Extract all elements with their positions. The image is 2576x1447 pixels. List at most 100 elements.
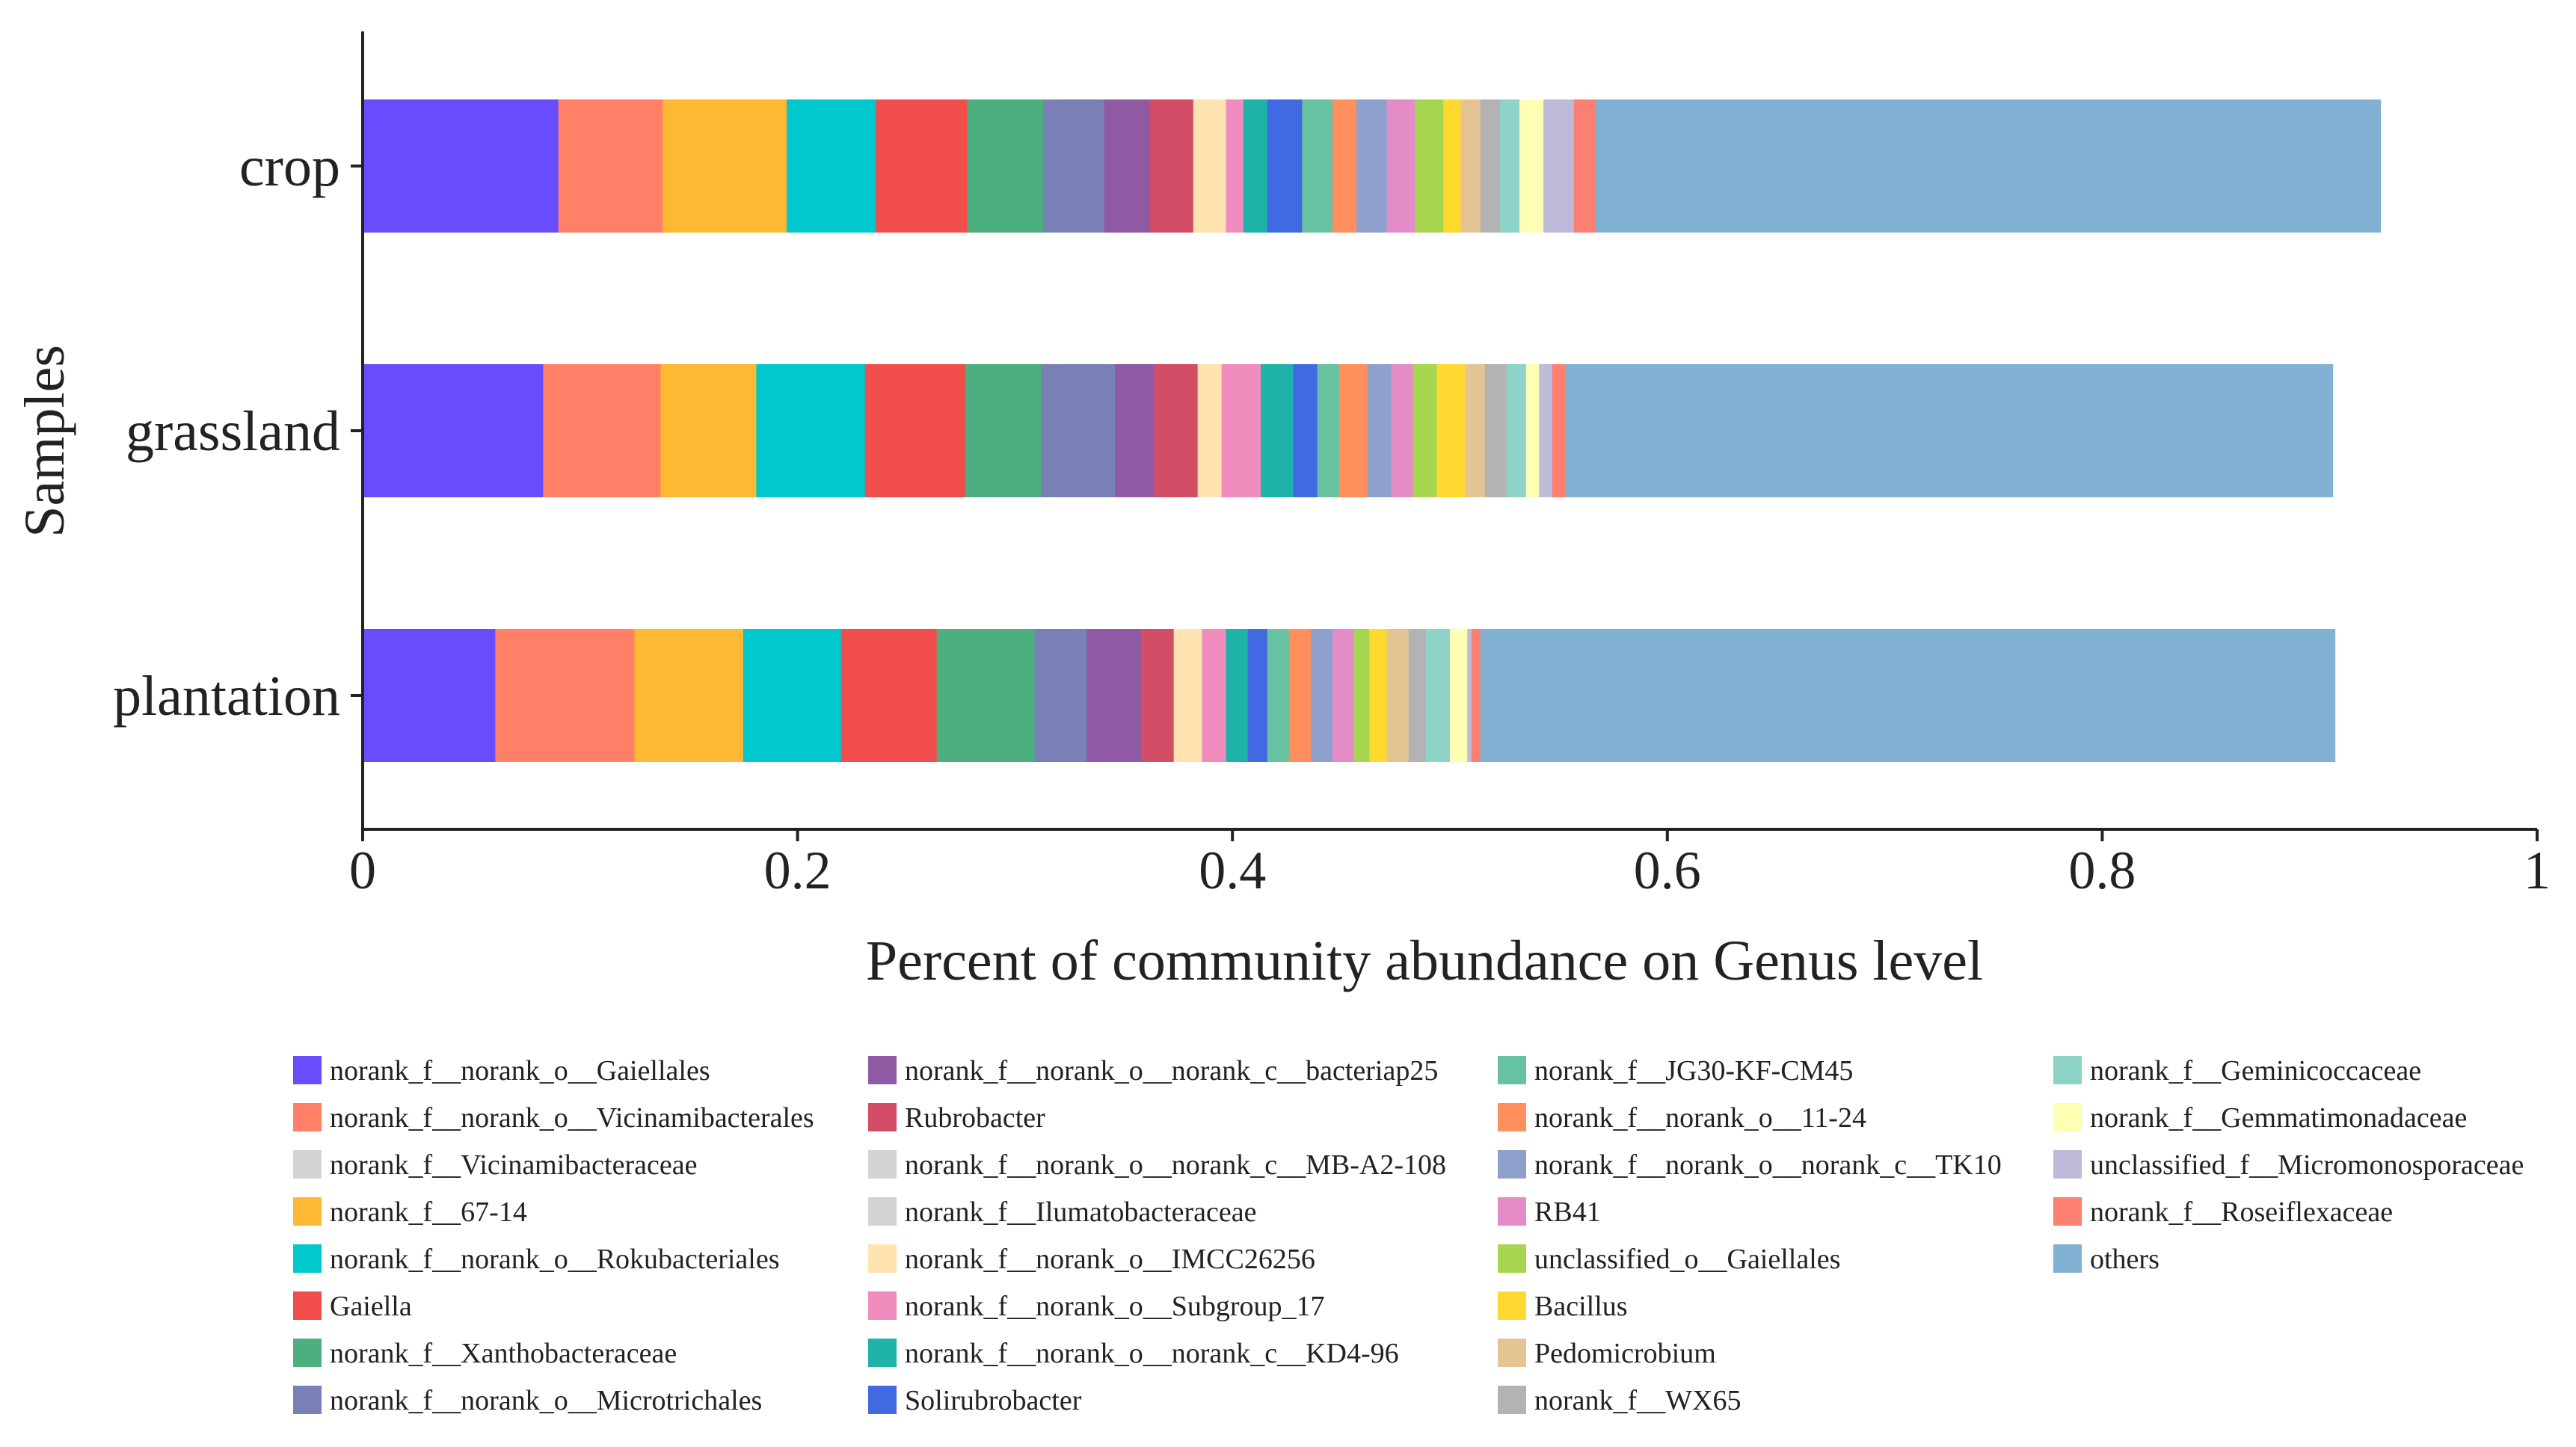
bar-segment-grassland-22: Pedomicrobium: 0.009 <box>1465 364 1486 497</box>
bar-segment-plantation-13: norank_f__norank_o__Subgroup_17: 0.011 <box>1202 629 1227 762</box>
bar-segment-plantation-1: norank_f__norank_o__Vicinamibacterales: … <box>495 629 636 762</box>
legend-swatch <box>293 1150 322 1179</box>
bar-segment-plantation-22: Pedomicrobium: 0.01 <box>1386 629 1410 762</box>
y-ticks: crop grassland plantation <box>113 135 363 728</box>
legend-swatch <box>2053 1103 2082 1131</box>
bar-segment-crop-1: norank_f__norank_o__Vicinamibacterales: … <box>558 99 663 233</box>
legend-label: norank_f__Geminicoccaceae <box>2090 1055 2421 1087</box>
bar-segment-crop-18: norank_f__norank_o__norank_c__TK10: 0.01… <box>1356 99 1388 233</box>
bar-segment-grassland-27: norank_f__Roseiflexaceae: 0.006 <box>1552 364 1566 497</box>
legend-label: norank_f__norank_o__Gaiellales <box>330 1055 710 1087</box>
bar-segment-crop-6: norank_f__Xanthobacteraceae: 0.035 <box>967 99 1044 233</box>
bar-segment-plantation-27: norank_f__Roseiflexaceae: 0.004 <box>1472 629 1481 762</box>
legend-swatch <box>1498 1150 1526 1179</box>
bar-segment-crop-17: norank_f__norank_o__11-24: 0.011 <box>1332 99 1357 233</box>
legend-swatch <box>293 1339 322 1367</box>
bar-segment-plantation-7: norank_f__norank_o__Microtrichales: 0.02… <box>1034 629 1087 762</box>
bar-segment-plantation-20: unclassified_o__Gaiellales: 0.007 <box>1354 629 1371 762</box>
legend-label: Gaiella <box>330 1291 412 1322</box>
x-tick-label: 0.6 <box>1634 841 1701 900</box>
bar-segment-crop-20: unclassified_o__Gaiellales: 0.013 <box>1415 99 1444 233</box>
bar-segment-grassland-19: RB41: 0.01 <box>1391 364 1414 497</box>
bar-segment-crop-24: norank_f__Geminicoccaceae: 0.009 <box>1499 99 1520 233</box>
legend-swatch <box>868 1244 897 1273</box>
legend-label: norank_f__norank_o__Microtrichales <box>330 1385 762 1416</box>
bar-segment-grassland-16: norank_f__JG30-KF-CM45: 0.01 <box>1317 364 1340 497</box>
legend-swatch <box>293 1244 322 1273</box>
bar-segment-plantation-9: Rubrobacter: 0.015 <box>1141 629 1175 762</box>
bar-segment-crop-23: norank_f__WX65: 0.009 <box>1480 99 1501 233</box>
x-axis-title: Percent of community abundance on Genus … <box>866 930 1983 992</box>
x-tick-label: 0.2 <box>764 841 831 900</box>
x-tick-label: 0.4 <box>1199 841 1266 900</box>
bar-segment-crop-25: norank_f__Gemmatimonadaceae: 0.011 <box>1519 99 1544 233</box>
bar-segment-crop-7: norank_f__norank_o__Microtrichales: 0.02… <box>1043 99 1105 233</box>
legend-swatch <box>293 1103 322 1131</box>
legend-swatch <box>868 1197 897 1226</box>
legend-label: norank_f__norank_o__norank_c__KD4-96 <box>905 1338 1399 1369</box>
legend-swatch <box>2053 1244 2082 1273</box>
bar-segment-grassland-0: norank_f__norank_o__Gaiellales: 0.083 <box>363 364 544 497</box>
bar-segment-crop-8: norank_f__norank_o__norank_c__bacteriap2… <box>1104 99 1151 233</box>
y-tick-label-grassland: grassland <box>126 400 340 463</box>
legend-swatch <box>1498 1103 1526 1131</box>
bar-segment-crop-14: norank_f__norank_o__norank_c__KD4-96: 0.… <box>1243 99 1268 233</box>
legend-swatch <box>1498 1339 1526 1367</box>
bar-segment-crop-13: norank_f__norank_o__Subgroup_17: 0.008 <box>1226 99 1244 233</box>
bar-segment-plantation-15: Solirubrobacter: 0.009 <box>1247 629 1268 762</box>
bar-segment-grassland-24: norank_f__Geminicoccaceae: 0.009 <box>1506 364 1527 497</box>
bar-segment-grassland-5: Gaiella: 0.046 <box>864 364 966 497</box>
legend-label: others <box>2090 1244 2160 1275</box>
legend-label: norank_f__WX65 <box>1534 1385 1741 1416</box>
legend-label: Rubrobacter <box>905 1102 1045 1134</box>
bar-segment-plantation-6: norank_f__Xanthobacteraceae: 0.045 <box>936 629 1036 762</box>
bar-segment-crop-16: norank_f__JG30-KF-CM45: 0.014 <box>1302 99 1333 233</box>
bar-segment-grassland-23: norank_f__WX65: 0.01 <box>1484 364 1507 497</box>
x-tick-label: 1 <box>2524 841 2551 900</box>
bar-segment-plantation-12: norank_f__norank_o__IMCC26256: 0.013 <box>1173 629 1203 762</box>
bar-segment-grassland-3: norank_f__67-14: 0.044 <box>660 364 757 497</box>
bar-segment-plantation-25: norank_f__Gemmatimonadaceae: 0.008 <box>1450 629 1468 762</box>
legend-label: norank_f__Ilumatobacteraceae <box>905 1196 1257 1228</box>
legend-label: norank_f__norank_o__11-24 <box>1534 1102 1866 1134</box>
legend-swatch <box>1498 1056 1526 1084</box>
bar-segment-grassland-9: Rubrobacter: 0.02 <box>1154 364 1199 497</box>
bars-layer: norank_f__norank_o__Gaiellales: 0.09nora… <box>363 99 2382 762</box>
bar-segment-crop-0: norank_f__norank_o__Gaiellales: 0.09 <box>363 99 559 233</box>
bar-segment-plantation-3: norank_f__67-14: 0.05 <box>634 629 744 762</box>
bar-segment-plantation-4: norank_f__norank_o__Rokubacteriales: 0.0… <box>743 629 842 762</box>
legend-label: norank_f__Roseiflexaceae <box>2090 1196 2393 1228</box>
bar-segment-grassland-18: norank_f__norank_o__norank_c__TK10: 0.01… <box>1367 364 1392 497</box>
legend-swatch <box>868 1291 897 1320</box>
bar-segment-grassland-15: Solirubrobacter: 0.011 <box>1293 364 1318 497</box>
y-tick-label-plantation: plantation <box>113 665 340 728</box>
legend-label: norank_f__norank_o__norank_c__MB-A2-108 <box>905 1149 1446 1181</box>
bar-segment-plantation-8: norank_f__norank_o__norank_c__bacteriap2… <box>1086 629 1142 762</box>
legend-swatch <box>868 1103 897 1131</box>
bar-segment-plantation-17: norank_f__norank_o__11-24: 0.01 <box>1288 629 1312 762</box>
bar-segment-crop-19: RB41: 0.013 <box>1386 99 1416 233</box>
legend-swatch <box>2053 1056 2082 1084</box>
bar-segment-grassland-13: norank_f__norank_o__Subgroup_17: 0.018 <box>1221 364 1261 497</box>
legend-swatch <box>868 1150 897 1179</box>
y-tick-label-crop: crop <box>239 135 340 198</box>
legend-label: norank_f__Xanthobacteraceae <box>330 1338 677 1369</box>
x-tick-label: 0 <box>349 841 376 900</box>
bar-segment-crop-9: Rubrobacter: 0.02 <box>1149 99 1194 233</box>
bar-segment-plantation-5: Gaiella: 0.044 <box>840 629 938 762</box>
legend-label: norank_f__norank_o__norank_c__TK10 <box>1534 1149 2002 1181</box>
bar-segment-grassland-4: norank_f__norank_o__Rokubacteriales: 0.0… <box>756 364 866 497</box>
bar-segment-crop-26: unclassified_f__Micromonosporaceae: 0.01… <box>1543 99 1575 233</box>
bar-segment-grassland-1: norank_f__norank_o__Vicinamibacterales: … <box>543 364 661 497</box>
legend-label: norank_f__Gemmatimonadaceae <box>2090 1102 2467 1134</box>
bar-segment-plantation-19: RB41: 0.01 <box>1332 629 1355 762</box>
legend-swatch <box>1498 1291 1526 1320</box>
bar-segment-plantation-16: norank_f__JG30-KF-CM45: 0.01 <box>1267 629 1290 762</box>
bar-segment-crop-28: others: 0.361 <box>1595 99 2382 233</box>
legend: norank_f__norank_o__Gaiellales norank_f__… <box>293 1055 2524 1416</box>
legend-label: RB41 <box>1534 1196 1601 1228</box>
legend-swatch <box>293 1056 322 1084</box>
legend-label: norank_f__norank_o__Rokubacteriales <box>330 1244 780 1275</box>
x-tick-label: 0.8 <box>2068 841 2136 900</box>
